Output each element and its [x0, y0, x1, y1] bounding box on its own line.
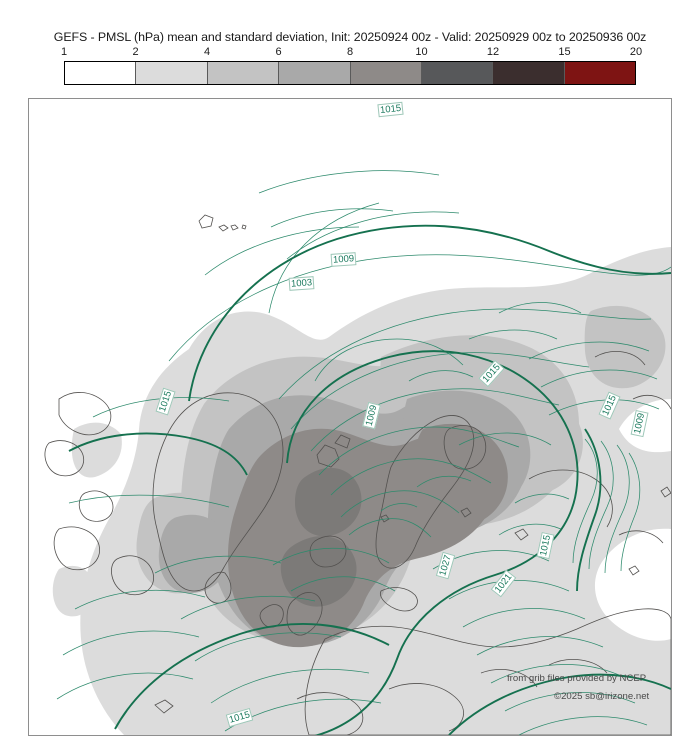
colorbar-segment-6: [421, 62, 494, 84]
coastlines: [44, 214, 671, 735]
page-title: GEFS - PMSL (hPa) mean and standard devi…: [53, 30, 647, 44]
map-canvas: [44, 170, 671, 735]
colorbar-tick-4: 4: [203, 46, 211, 58]
pmsl-contours-bold: [68, 224, 671, 735]
colorbar-tick-2: 2: [132, 46, 139, 58]
contour-label: 1003: [288, 276, 315, 291]
stddev-shading: [52, 247, 671, 735]
colorbar-segment-8: [564, 62, 635, 84]
colorbar-tick-12: 12: [486, 46, 500, 58]
colorbar-segment-2: [136, 62, 208, 84]
attribution-source: from grib files provided by NCEP: [507, 673, 647, 684]
colorbar-tick-6: 6: [275, 46, 282, 58]
colorbar-segment-5: [350, 62, 422, 84]
colorbar-segment-1: [65, 62, 137, 84]
contour-label: 1009: [330, 252, 357, 267]
colorbar-tick-15: 15: [558, 46, 571, 58]
contour-label: 1015: [377, 101, 404, 118]
colorbar-tick-8: 8: [346, 46, 354, 58]
colorbar-swatches: [64, 61, 636, 85]
map-panel[interactable]: 1015 1009 1003 1015 1009 1015 1015 1009 …: [28, 98, 672, 736]
pmsl-contours-thin: [56, 170, 671, 735]
colorbar-tick-1: 1: [60, 46, 68, 58]
colorbar: 1 2 4 6 8 10 12 15 20: [60, 46, 642, 85]
colorbar-tick-20: 20: [629, 46, 643, 58]
colorbar-segment-7: [493, 62, 565, 84]
colorbar-tick-10: 10: [415, 46, 428, 58]
colorbar-tick-labels: 1 2 4 6 8 10 12 15 20: [60, 46, 642, 61]
colorbar-segment-4: [279, 62, 351, 84]
colorbar-segment-3: [207, 62, 280, 84]
attribution-copyright: ©2025 sb@irizone.net: [554, 691, 650, 702]
